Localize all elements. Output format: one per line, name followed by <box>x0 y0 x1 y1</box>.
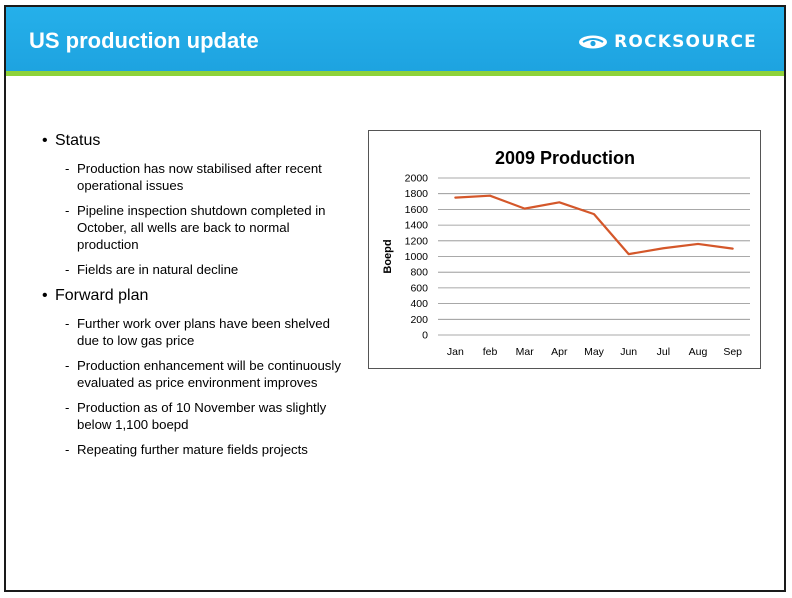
x-tick-label: May <box>584 346 605 358</box>
status-subitems: Production has now stabilised after rece… <box>42 160 362 278</box>
x-tick-label: Mar <box>516 346 535 358</box>
slide-title: US production update <box>29 28 259 53</box>
bullet-list: Status Production has now stabilised aft… <box>42 131 362 466</box>
subbullet: Fields are in natural decline <box>42 261 351 278</box>
subbullet: Production has now stabilised after rece… <box>42 160 351 194</box>
y-tick-label: 1600 <box>405 204 429 216</box>
subbullet: Production as of 10 November was slightl… <box>42 399 351 433</box>
subbullet: Further work over plans have been shelve… <box>42 315 351 349</box>
chart-title: 2009 Production <box>495 148 635 168</box>
x-tick-label: Apr <box>551 346 568 358</box>
rocksource-logo: ROCKSOURCE <box>578 31 757 53</box>
y-axis-label: Boepd <box>382 239 394 273</box>
subbullet: Repeating further mature fields projects <box>42 441 351 458</box>
subbullet: Production enhancement will be continuou… <box>42 357 351 391</box>
x-tick-label: Jun <box>620 346 637 358</box>
forward-plan-subitems: Further work over plans have been shelve… <box>42 315 362 458</box>
production-chart: 2009 Production 0 200 400 600 800 1000 1200 1400… <box>368 130 761 369</box>
y-tick-label: 600 <box>410 282 428 294</box>
slide: US production update ROCKSOURCE Status P… <box>4 5 786 592</box>
x-tick-label: Sep <box>723 346 742 358</box>
y-tick-label: 1800 <box>405 188 429 200</box>
header-accent-stripe <box>6 71 784 76</box>
y-tick-label: 2000 <box>405 173 429 185</box>
y-tick-label: 400 <box>410 298 428 310</box>
y-tick-label: 1000 <box>405 251 429 263</box>
chart-svg: 2009 Production 0 200 400 600 800 1000 1200 1400… <box>382 148 750 358</box>
x-tick-label: Jul <box>657 346 670 358</box>
y-tick-label: 1400 <box>405 220 429 232</box>
subbullet: Pipeline inspection shutdown completed i… <box>42 202 351 253</box>
x-tick-label: Jan <box>447 346 464 358</box>
x-tick-label: Aug <box>689 346 708 358</box>
logo-text: ROCKSOURCE <box>614 32 757 52</box>
x-tick-label: feb <box>483 346 498 358</box>
y-tick-label: 0 <box>422 330 428 342</box>
y-tick-label: 1200 <box>405 235 429 247</box>
y-tick-label: 800 <box>410 267 428 279</box>
rocksource-logo-icon <box>579 35 608 49</box>
bullet-status: Status <box>42 131 362 151</box>
y-tick-label: 200 <box>410 314 428 326</box>
slide-header: US production update ROCKSOURCE <box>6 7 784 71</box>
bullet-forward-plan: Forward plan <box>42 286 362 306</box>
